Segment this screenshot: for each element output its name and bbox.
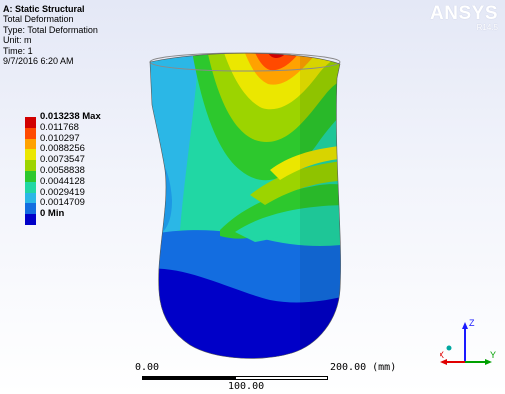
- analysis-title: A: Static Structural: [3, 4, 85, 14]
- legend-label: 0.011768: [40, 121, 79, 133]
- ansys-logo: ANSYS R14.5: [430, 3, 498, 32]
- legend-swatch: [25, 160, 36, 171]
- legend-label: 0.013238 Max: [40, 111, 101, 122]
- legend-label: 0 Min: [40, 208, 65, 220]
- legend-swatch: [25, 203, 36, 215]
- result-date: 9/7/2016 6:20 AM: [3, 56, 74, 67]
- result-time: Time: 1: [3, 45, 33, 56]
- logo-brand: ANSYS: [430, 3, 498, 24]
- scale-mid-label: 100.00: [228, 381, 265, 392]
- x-axis-label: X: [440, 350, 444, 360]
- result-unit: Unit: m: [3, 35, 32, 46]
- legend-swatch: [25, 170, 36, 182]
- z-axis-arrow: [462, 322, 468, 329]
- y-axis-label: Y: [490, 350, 496, 360]
- logo-version: R14.5: [476, 23, 498, 32]
- legend-label: 0.0058838: [40, 164, 85, 176]
- legend-swatch: [25, 127, 36, 139]
- x-axis-arrow: [440, 359, 447, 365]
- legend-swatch: [25, 138, 36, 150]
- legend-label: 0.0044128: [40, 175, 85, 187]
- result-info-block: A: Static Structural Total Deformation T…: [3, 4, 98, 66]
- legend-swatch: [25, 117, 36, 128]
- scale-right-label: 200.00 (mm): [330, 362, 397, 373]
- legend-swatch: [25, 214, 36, 225]
- legend-swatch: [25, 181, 36, 193]
- y-axis-arrow: [485, 359, 492, 365]
- triad-center-marker: [446, 345, 452, 351]
- result-type: Type: Total Deformation: [3, 24, 98, 35]
- legend-swatch: [25, 149, 36, 161]
- legend-label: 0.0088256: [40, 143, 85, 155]
- legend-label: 0.0073547: [40, 154, 85, 166]
- legend-label: 0.0029419: [40, 186, 85, 198]
- legend-label: 0.0014709: [40, 197, 85, 209]
- z-axis-label: Z: [469, 318, 475, 328]
- legend-label: 0.010297: [40, 132, 80, 144]
- legend-swatch: [25, 192, 36, 204]
- result-name: Total Deformation: [3, 14, 74, 25]
- scale-bar-white: [235, 376, 328, 380]
- axis-triad[interactable]: Z X Y: [440, 312, 500, 382]
- scale-left-label: 0.00: [135, 362, 160, 373]
